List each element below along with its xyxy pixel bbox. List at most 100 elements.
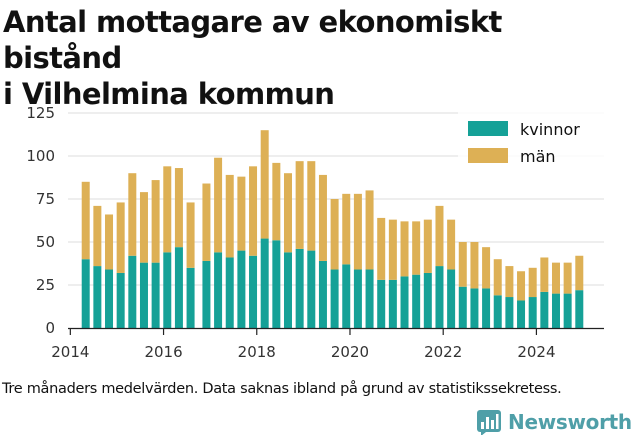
bar-kvinnor — [295, 248, 304, 328]
bar-kvinnor — [283, 252, 292, 328]
x-tick-label: 2014 — [51, 343, 89, 361]
bar-kvinnor — [105, 269, 114, 328]
bar-kvinnor — [388, 279, 397, 328]
bar-man — [105, 214, 114, 270]
bar-man — [342, 193, 351, 265]
chart-title: Antal mottagare av ekonomiskt bistånd i … — [3, 4, 628, 112]
x-tick-label: 2022 — [424, 343, 462, 361]
bar-man — [307, 161, 316, 251]
brand-name: Newsworthy — [508, 410, 631, 434]
bar-man — [151, 180, 160, 263]
bar-kvinnor — [353, 269, 362, 328]
bar-kvinnor — [493, 295, 502, 328]
bar-man — [388, 219, 397, 280]
bar-kvinnor — [423, 272, 432, 328]
bar-kvinnor — [128, 255, 137, 328]
y-tick-label: 75 — [36, 190, 55, 208]
bar-man — [423, 219, 432, 273]
bar-kvinnor — [447, 269, 456, 328]
bar-man — [528, 267, 537, 298]
bar-man — [365, 190, 374, 270]
bar-kvinnor — [470, 288, 479, 328]
bar-kvinnor — [563, 293, 572, 328]
y-tick-label: 0 — [45, 319, 55, 337]
chart-title-line-2: i Vilhelmina kommun — [3, 77, 335, 111]
bar-kvinnor — [174, 247, 183, 328]
bar-kvinnor — [412, 274, 421, 328]
bar-kvinnor — [342, 264, 351, 328]
bar-man — [139, 192, 148, 263]
legend-swatch-1 — [468, 148, 508, 163]
bar-chart: 0 25 50 75 100 125 2014 2016 2018 2020 2022 2024 kvi… — [26, 104, 604, 361]
y-tick-label: 100 — [26, 147, 55, 165]
bar-kvinnor — [307, 250, 316, 328]
bar-kvinnor — [377, 279, 386, 328]
legend-swatch-0 — [468, 121, 508, 136]
bar-man — [202, 183, 211, 261]
bar-kvinnor — [458, 286, 467, 328]
bar-kvinnor — [575, 290, 584, 328]
bar-man — [330, 199, 339, 270]
bar-man — [470, 242, 479, 289]
bar-kvinnor — [151, 262, 160, 328]
bar-man — [458, 242, 467, 287]
bar-man — [493, 259, 502, 296]
newsworthy-icon — [477, 410, 501, 435]
bar-kvinnor — [540, 291, 549, 328]
bar-kvinnor — [435, 266, 444, 328]
y-tick-label: 50 — [36, 233, 55, 251]
bar-kvinnor — [81, 259, 90, 328]
bar-man — [377, 217, 386, 280]
bar-kvinnor — [272, 240, 281, 328]
bar-man — [81, 181, 90, 260]
bar-man — [353, 193, 362, 270]
bar-kvinnor — [116, 272, 125, 328]
bar-kvinnor — [139, 262, 148, 328]
legend-label-0: kvinnor — [520, 120, 580, 139]
bar-kvinnor — [330, 269, 339, 328]
newsworthy-logo[interactable]: Newsworthy — [476, 407, 631, 437]
bar-man — [435, 205, 444, 267]
bar-man — [295, 161, 304, 249]
bar-man — [225, 174, 234, 258]
y-tick-label: 25 — [36, 276, 55, 294]
bar-man — [214, 157, 223, 253]
bar-man — [412, 221, 421, 275]
bar-man — [163, 166, 172, 253]
bar-man — [272, 162, 281, 241]
bar-kvinnor — [318, 260, 327, 328]
bar-man — [517, 271, 526, 301]
bar-kvinnor — [517, 300, 526, 328]
bar-man — [447, 219, 456, 270]
bar-kvinnor — [93, 266, 102, 328]
y-tick-label: 125 — [26, 104, 55, 122]
bar-man — [400, 221, 409, 277]
bar-kvinnor — [400, 276, 409, 328]
bar-man — [540, 257, 549, 292]
bar-kvinnor — [528, 297, 537, 328]
bar-kvinnor — [260, 238, 269, 328]
bar-kvinnor — [482, 288, 491, 328]
bar-man — [237, 176, 246, 251]
chart-title-line-1: Antal mottagare av ekonomiskt bistånd — [3, 5, 502, 75]
footnote: Tre månaders medelvärden. Data saknas ib… — [2, 381, 562, 397]
bar-man — [563, 262, 572, 294]
bar-kvinnor — [225, 257, 234, 328]
x-tick-label: 2020 — [331, 343, 369, 361]
legend-label-1: män — [520, 147, 556, 166]
bar-kvinnor — [202, 260, 211, 328]
x-tick-label: 2024 — [517, 343, 555, 361]
bar-man — [260, 130, 269, 239]
bar-man — [482, 247, 491, 289]
bar-kvinnor — [249, 255, 258, 328]
bar-man — [575, 255, 584, 291]
bar-man — [318, 174, 327, 261]
x-tick-label: 2016 — [144, 343, 182, 361]
bar-kvinnor — [365, 269, 374, 328]
x-tick-label: 2018 — [238, 343, 276, 361]
bar-kvinnor — [163, 252, 172, 328]
bar-kvinnor — [551, 293, 560, 328]
bar-man — [551, 262, 560, 294]
bar-man — [186, 202, 195, 268]
bar-man — [249, 166, 258, 256]
